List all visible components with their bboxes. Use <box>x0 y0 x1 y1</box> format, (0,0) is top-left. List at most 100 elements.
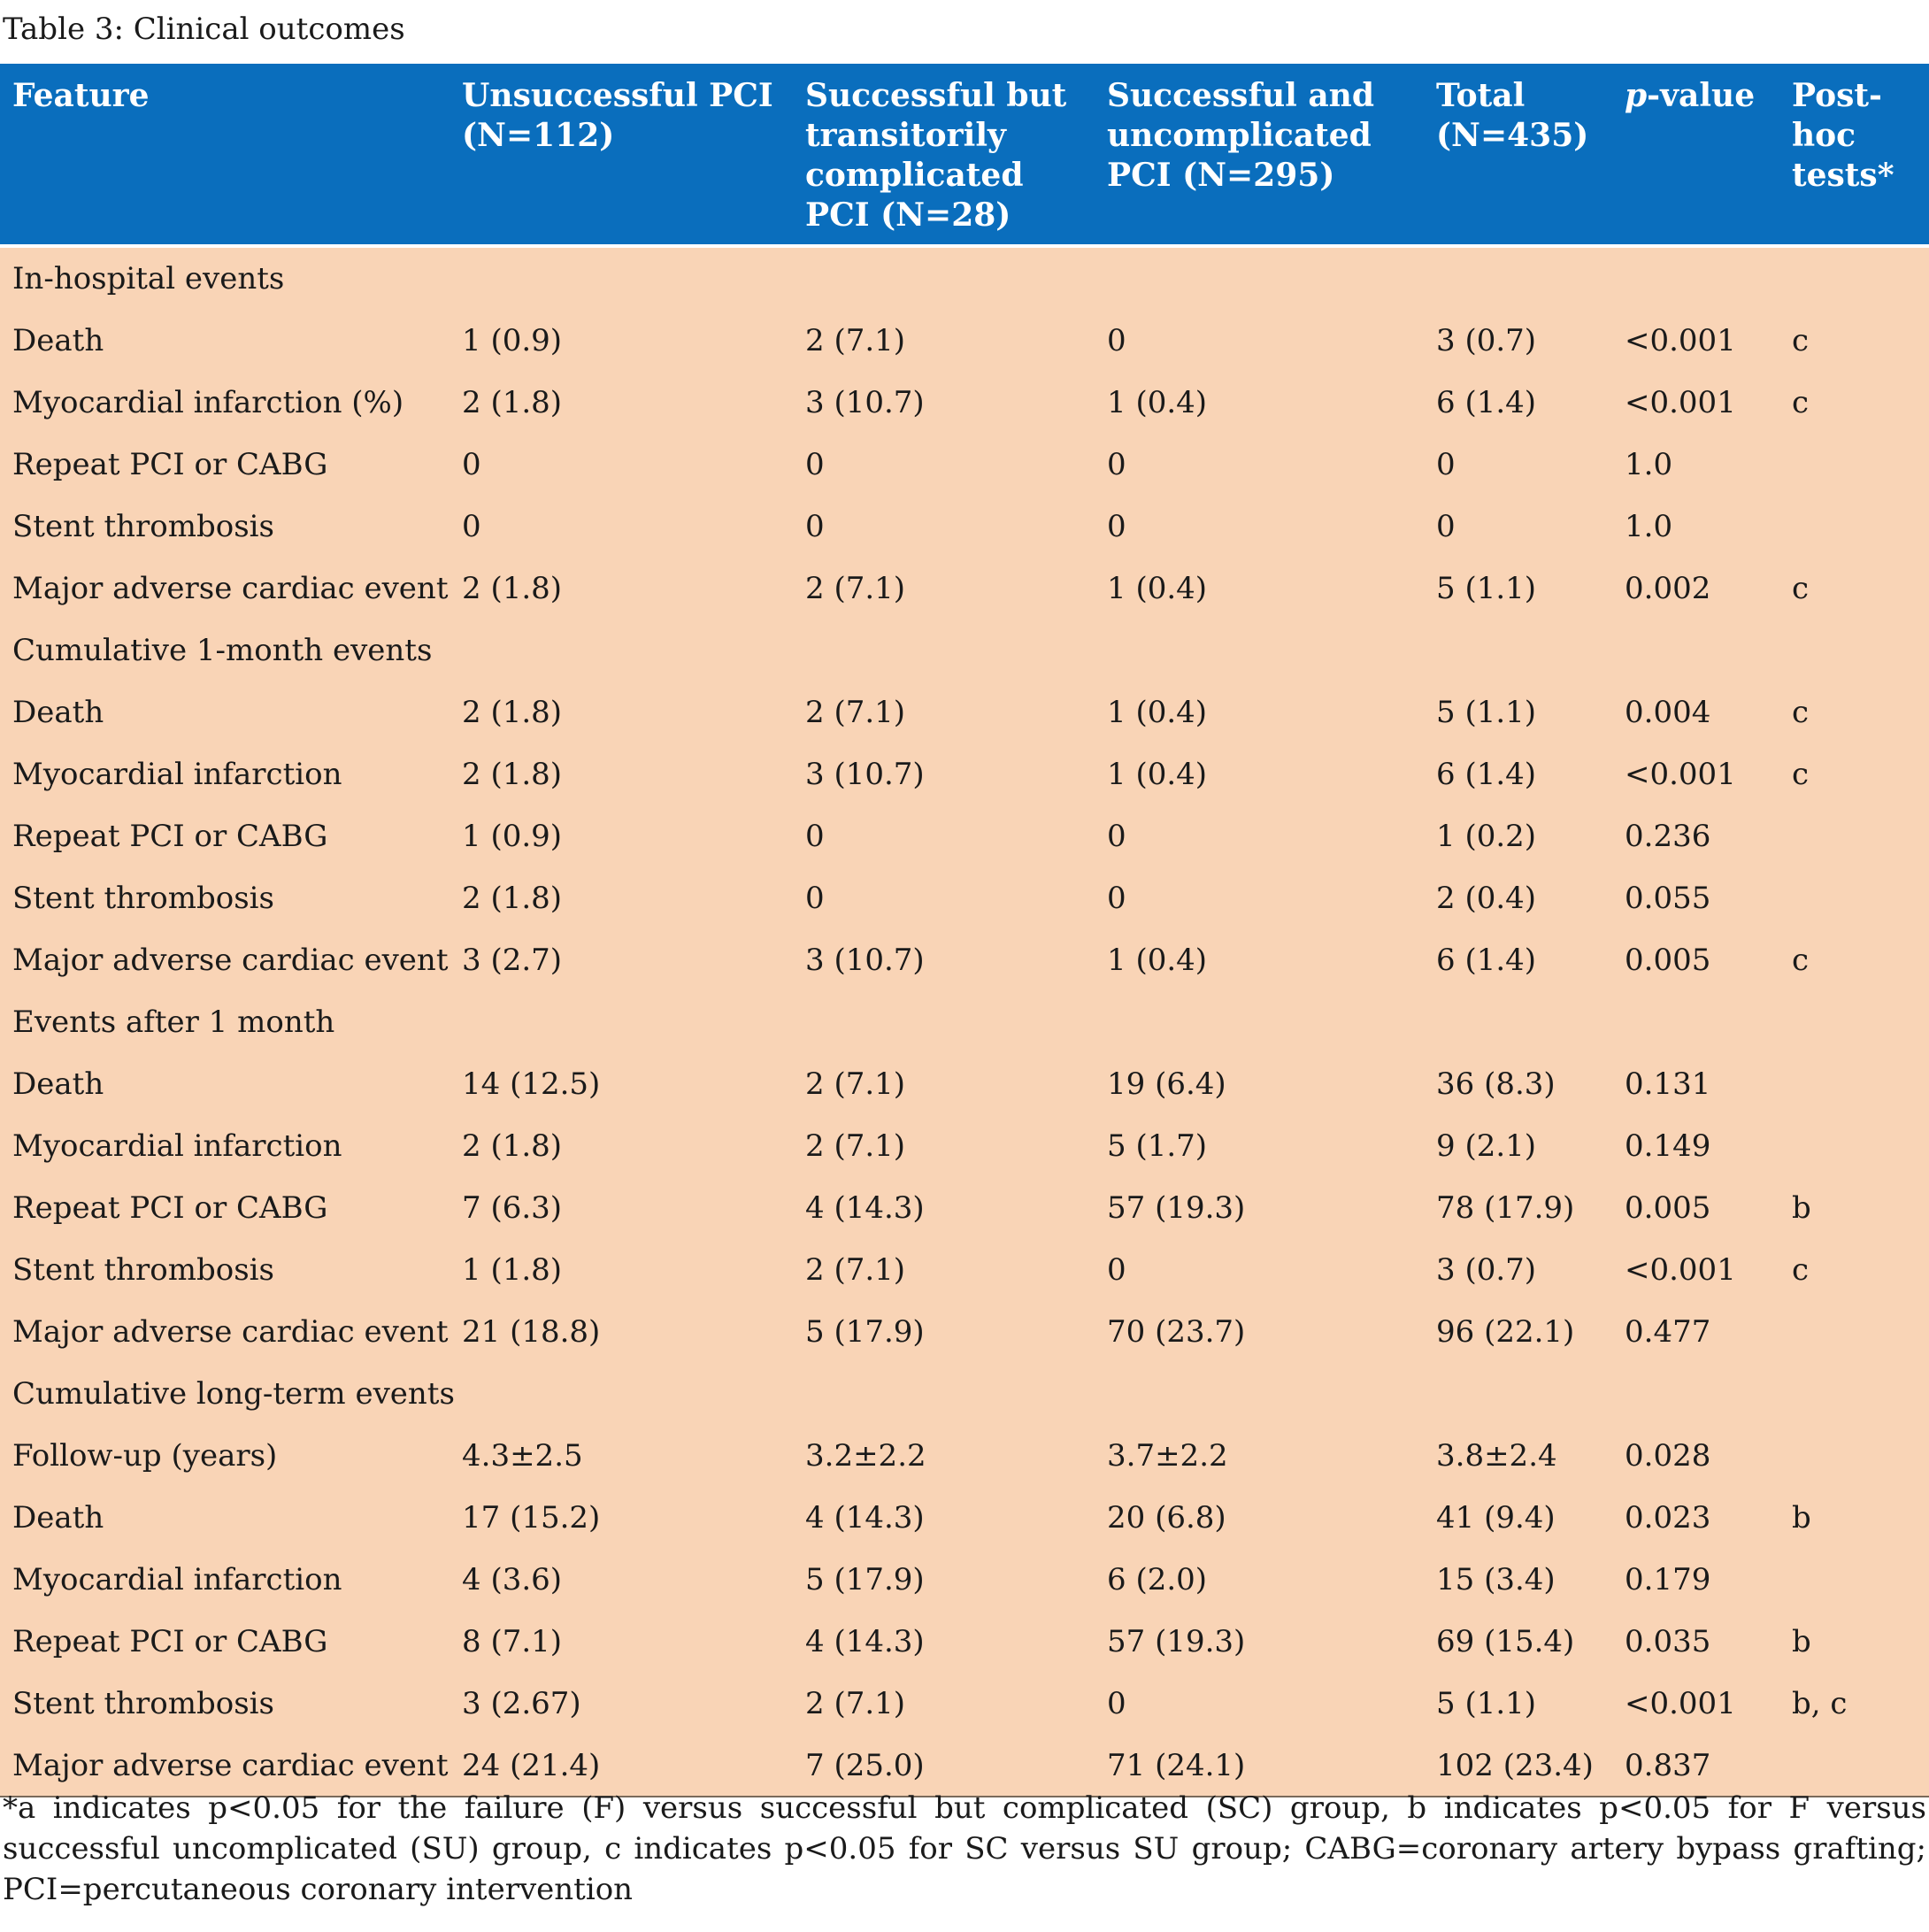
transitorily-complicated-cell: 2 (7.1) <box>805 323 906 358</box>
feature-cell: Myocardial infarction (%) <box>12 385 404 420</box>
post-hoc-cell <box>1779 1549 1929 1611</box>
table-row: Repeat PCI or CABG 1 (0.9) 0 0 1 (0.2) 0.236 <box>0 805 1929 867</box>
total-cell: 3 (0.7) <box>1436 1252 1537 1288</box>
column-header-p-value: p-value <box>1612 64 1779 244</box>
total-cell: 0 <box>1436 509 1456 544</box>
section-label: Cumulative 1-month events <box>12 633 433 668</box>
uncomplicated-cell: 1 (0.4) <box>1107 943 1208 978</box>
post-hoc-cell <box>1779 805 1929 867</box>
transitorily-complicated-cell: 4 (14.3) <box>805 1190 925 1226</box>
feature-cell: Death <box>12 1066 104 1102</box>
feature-cell: Major adverse cardiac events <box>12 571 450 606</box>
post-hoc-cell <box>1779 1425 1929 1487</box>
table-row: Stent thrombosis 1 (1.8) 2 (7.1) 0 3 (0.7) <0… <box>0 1239 1929 1301</box>
transitorily-complicated-cell: 3 (10.7) <box>805 943 925 978</box>
total-cell: 69 (15.4) <box>1436 1624 1575 1659</box>
transitorily-complicated-cell: 3 (10.7) <box>805 385 925 420</box>
table-caption: Table 3: Clinical outcomes <box>3 12 405 47</box>
unsuccessful-cell: 14 (12.5) <box>462 1066 601 1102</box>
feature-cell: Myocardial infarction <box>12 1128 342 1164</box>
post-hoc-cell: b, c <box>1792 1686 1848 1721</box>
clinical-outcomes-table: Feature Unsuccessful PCI (N=112) Success… <box>0 64 1929 1797</box>
total-cell: 6 (1.4) <box>1436 943 1537 978</box>
feature-cell: Myocardial infarction <box>12 757 342 792</box>
p-value-cell: 0.055 <box>1625 881 1711 916</box>
unsuccessful-cell: 3 (2.7) <box>462 943 563 978</box>
section-row: Events after 1 month <box>0 991 1929 1053</box>
table-row: Myocardial infarction (%) 2 (1.8) 3 (10.7)… <box>0 372 1929 434</box>
total-cell: 2 (0.4) <box>1436 881 1537 916</box>
total-cell: 41 (9.4) <box>1436 1500 1556 1536</box>
transitorily-complicated-cell: 4 (14.3) <box>805 1500 925 1536</box>
transitorily-complicated-cell: 3.2±2.2 <box>805 1438 926 1474</box>
transitorily-complicated-cell: 2 (7.1) <box>805 1686 906 1721</box>
transitorily-complicated-cell: 2 (7.1) <box>805 571 906 606</box>
post-hoc-cell: c <box>1792 323 1810 358</box>
uncomplicated-cell: 1 (0.4) <box>1107 757 1208 792</box>
post-hoc-cell: c <box>1792 757 1810 792</box>
column-header-uncomplicated: Successful and uncomplicated PCI (N=295) <box>1107 77 1374 194</box>
post-hoc-cell: c <box>1792 385 1810 420</box>
post-hoc-cell: b <box>1792 1624 1811 1659</box>
uncomplicated-cell: 6 (2.0) <box>1107 1562 1208 1597</box>
transitorily-complicated-cell: 2 (7.1) <box>805 1128 906 1164</box>
unsuccessful-cell: 0 <box>462 447 481 482</box>
table-row: Stent thrombosis 0 0 0 0 1.0 <box>0 496 1929 558</box>
unsuccessful-cell: 2 (1.8) <box>462 571 563 606</box>
uncomplicated-cell: 0 <box>1107 1252 1126 1288</box>
uncomplicated-cell: 0 <box>1107 881 1126 916</box>
p-value-cell: 1.0 <box>1625 447 1673 482</box>
unsuccessful-cell: 2 (1.8) <box>462 695 563 730</box>
table-row: Stent thrombosis 3 (2.67) 2 (7.1) 0 5 (1.1) <… <box>0 1673 1929 1735</box>
uncomplicated-cell: 1 (0.4) <box>1107 571 1208 606</box>
post-hoc-cell: b <box>1792 1190 1811 1226</box>
transitorily-complicated-cell: 0 <box>805 819 825 854</box>
uncomplicated-cell: 20 (6.8) <box>1107 1500 1226 1536</box>
p-value-cell: 0.005 <box>1625 943 1711 978</box>
transitorily-complicated-cell: 2 (7.1) <box>805 1252 906 1288</box>
column-header-feature: Feature <box>12 77 150 114</box>
feature-cell: Major adverse cardiac events <box>0 1735 450 1797</box>
p-value-cell: 0.035 <box>1625 1624 1711 1659</box>
uncomplicated-cell: 1 (0.4) <box>1107 385 1208 420</box>
p-value-cell: 0.005 <box>1625 1190 1711 1226</box>
post-hoc-cell <box>1779 867 1929 929</box>
post-hoc-cell: c <box>1792 571 1810 606</box>
total-cell: 3.8±2.4 <box>1436 1438 1557 1474</box>
table-row: Follow-up (years) 4.3±2.5 3.2±2.2 3.7±2.2 3.… <box>0 1425 1929 1487</box>
table-row: Major adverse cardiac events 3 (2.7) 3 (10… <box>0 929 1929 991</box>
transitorily-complicated-cell: 2 (7.1) <box>805 1066 906 1102</box>
table-row: Major adverse cardiac events 21 (18.8) 5 (… <box>0 1301 1929 1363</box>
feature-cell: Follow-up (years) <box>12 1438 278 1474</box>
unsuccessful-cell: 8 (7.1) <box>462 1624 563 1659</box>
unsuccessful-cell: 1 (0.9) <box>462 323 563 358</box>
unsuccessful-cell: 0 <box>462 509 481 544</box>
feature-cell: Stent thrombosis <box>12 1686 274 1721</box>
p-value-cell: 1.0 <box>1625 509 1673 544</box>
total-cell: 96 (22.1) <box>1436 1314 1575 1350</box>
column-header-transitorily-complicated: Successful but transitorily complicated … <box>805 77 1067 234</box>
p-value-cell: <0.001 <box>1625 385 1736 420</box>
p-value-cell: 0.477 <box>1625 1314 1711 1350</box>
p-value-cell: 0.131 <box>1625 1066 1711 1102</box>
total-cell: 15 (3.4) <box>1436 1562 1556 1597</box>
transitorily-complicated-cell: 0 <box>805 881 825 916</box>
p-value-cell: 0.236 <box>1625 819 1711 854</box>
uncomplicated-cell: 70 (23.7) <box>1107 1314 1246 1350</box>
p-value-cell: <0.001 <box>1625 1686 1736 1721</box>
table-row: Major adverse cardiac events 2 (1.8) 2 (7.… <box>0 558 1929 620</box>
transitorily-complicated-cell: 0 <box>805 509 825 544</box>
p-value-cell: <0.001 <box>1625 323 1736 358</box>
post-hoc-cell <box>1779 1735 1929 1797</box>
post-hoc-cell: c <box>1792 1252 1810 1288</box>
uncomplicated-cell: 3.7±2.2 <box>1107 1438 1228 1474</box>
table-row: Death 2 (1.8) 2 (7.1) 1 (0.4) 5 (1.1) 0.004 c <box>0 681 1929 743</box>
transitorily-complicated-cell: 3 (10.7) <box>805 757 925 792</box>
feature-cell: Stent thrombosis <box>12 509 274 544</box>
feature-cell: Major adverse cardiac events <box>12 943 450 978</box>
post-hoc-cell: c <box>1792 943 1810 978</box>
column-header-unsuccessful: Unsuccessful PCI (N=112) <box>462 77 773 154</box>
uncomplicated-cell: 57 (19.3) <box>1107 1190 1246 1226</box>
total-cell: 9 (2.1) <box>1436 1128 1537 1164</box>
